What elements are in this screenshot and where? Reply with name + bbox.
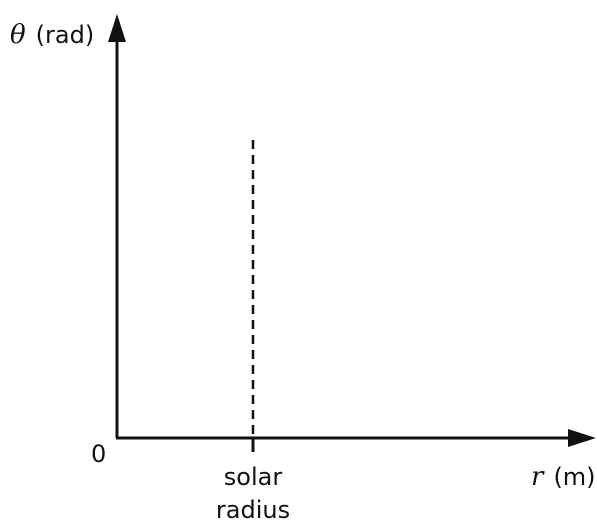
origin-label: 0 [91,440,106,468]
y-axis-label: θ (rad) [10,20,94,50]
x-axis-arrowhead [568,429,596,447]
x-axis-unit: (m) [553,463,595,491]
y-axis-unit: (rad) [36,21,95,49]
y-axis-symbol: θ [10,20,26,50]
y-axis-arrowhead [108,14,126,42]
x-axis-symbol: r [531,462,545,492]
solar-radius-label-line1: solar [224,463,283,491]
x-axis-label: r (m) [531,462,596,492]
solar-radius-label-line2: radius [216,496,290,524]
